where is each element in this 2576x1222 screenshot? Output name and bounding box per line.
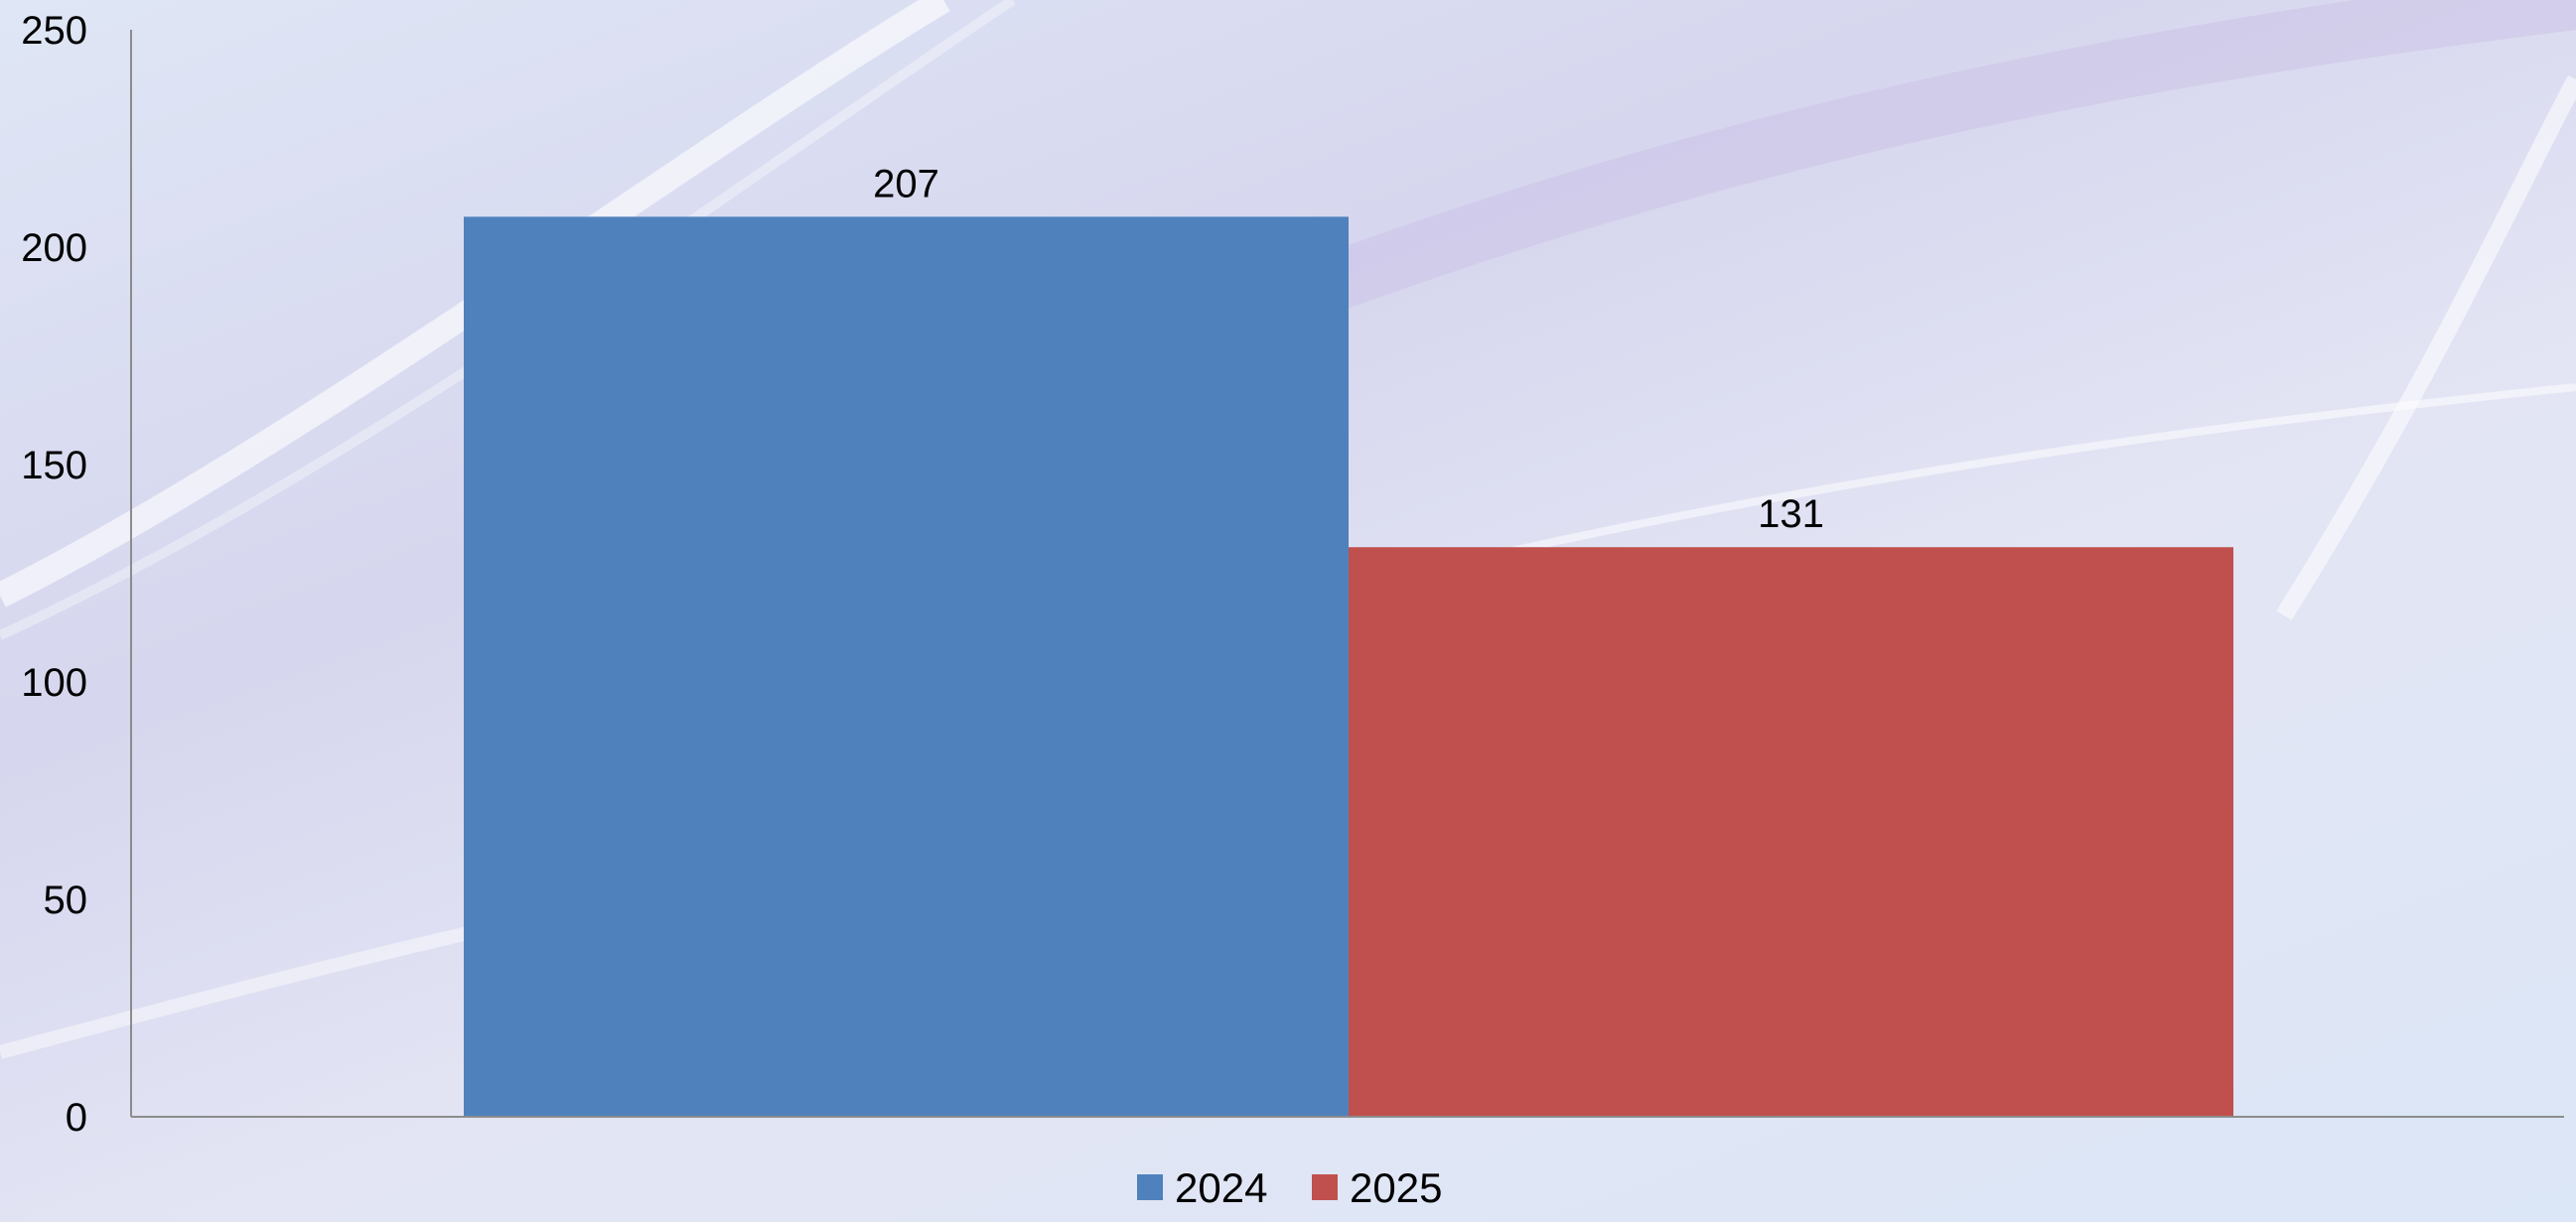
bar-2025 (1349, 547, 2233, 1117)
y-tick-label: 200 (21, 226, 87, 270)
data-label-2024: 207 (873, 162, 939, 205)
data-labels: 207 131 (873, 162, 1824, 536)
legend-swatch-2025 (1312, 1174, 1338, 1200)
legend-swatch-2024 (1137, 1174, 1163, 1200)
y-tick-label: 150 (21, 444, 87, 487)
y-tick-label: 100 (21, 661, 87, 705)
bar-2024 (464, 216, 1349, 1118)
legend-label-2024: 2024 (1175, 1164, 1267, 1211)
y-axis-ticks: 0 50 100 150 200 250 (21, 9, 87, 1140)
y-tick-label: 250 (21, 9, 87, 53)
y-tick-label: 0 (66, 1096, 87, 1140)
y-tick-label: 50 (44, 879, 88, 922)
data-label-2025: 131 (1758, 492, 1824, 536)
legend: 2024 2025 (1137, 1164, 1442, 1211)
legend-label-2025: 2025 (1350, 1164, 1442, 1211)
bars (464, 216, 2233, 1118)
